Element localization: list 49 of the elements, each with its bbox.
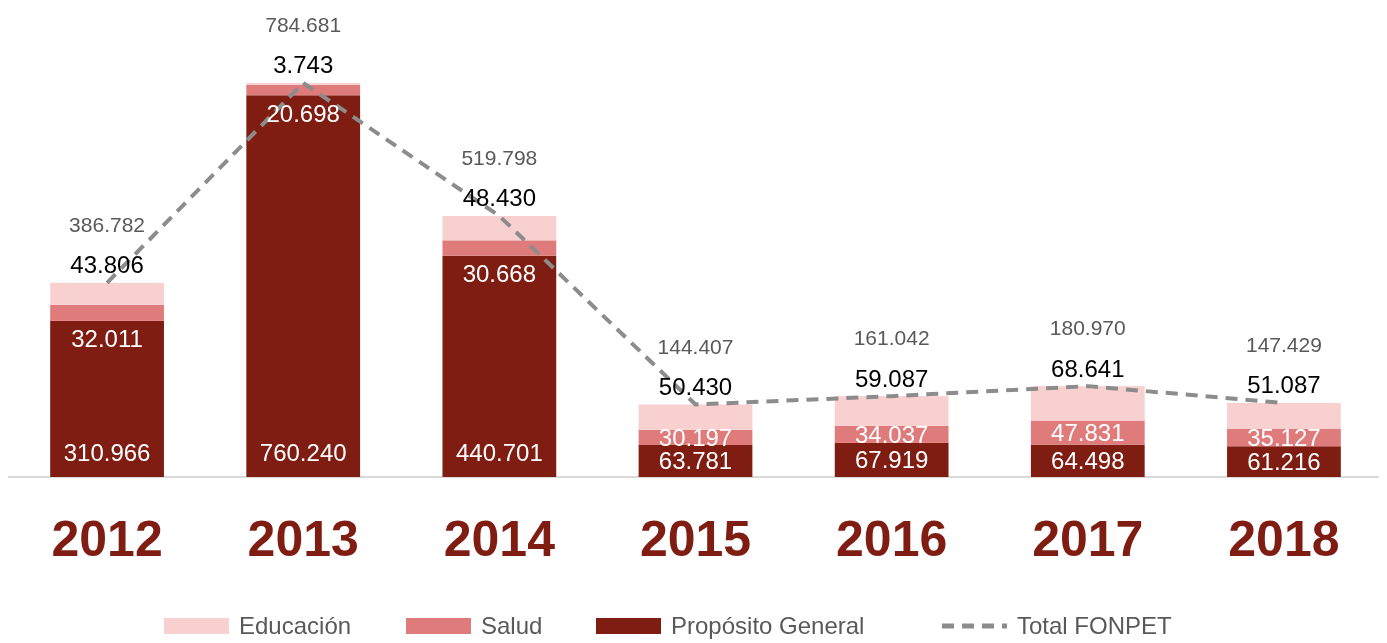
data-label: 519.798 <box>461 146 538 170</box>
data-label: 20.698 <box>266 99 340 127</box>
bar <box>1227 402 1341 429</box>
data-label: 43.806 <box>70 251 144 279</box>
data-label: 144.407 <box>657 334 734 358</box>
data-label: 147.429 <box>1245 333 1322 357</box>
data-label: 50.430 <box>658 372 733 400</box>
x-tick-label: 2018 <box>1228 510 1340 567</box>
data-label: 51.087 <box>1247 371 1321 399</box>
bar <box>442 216 557 241</box>
x-tick-label: 2013 <box>247 510 359 567</box>
data-label: 161.042 <box>853 326 930 350</box>
data-label: 310.966 <box>63 439 151 467</box>
data-label: 34.037 <box>854 420 929 448</box>
bar <box>638 404 753 430</box>
x-tick-label: 2017 <box>1032 510 1144 567</box>
data-label: 180.970 <box>1049 316 1126 340</box>
bar <box>50 282 164 305</box>
data-label: 32.011 <box>71 325 143 353</box>
bar <box>1030 386 1145 421</box>
data-label: 61.216 <box>1247 448 1321 476</box>
data-label: 47.831 <box>1051 419 1125 447</box>
x-tick-label: 2015 <box>639 510 752 567</box>
data-label: 784.681 <box>265 13 342 37</box>
legend-label: Educación <box>239 612 352 640</box>
data-label: 48.430 <box>462 184 537 212</box>
data-label: 59.087 <box>854 364 929 392</box>
data-label: 64.498 <box>1051 447 1125 475</box>
data-label: 68.641 <box>1051 354 1125 382</box>
bar <box>834 396 949 426</box>
legend-label: Propósito General <box>671 612 865 640</box>
bar <box>50 304 164 321</box>
data-label: 35.127 <box>1247 423 1321 451</box>
bar <box>442 240 557 256</box>
data-label: 440.701 <box>455 439 543 467</box>
bar <box>246 95 361 477</box>
data-label: 386.782 <box>69 213 146 237</box>
x-tick-label: 2016 <box>836 510 948 567</box>
x-tick-label: 2014 <box>443 510 556 567</box>
legend-label: Salud <box>481 612 543 640</box>
bar <box>246 84 361 96</box>
data-label: 760.240 <box>259 439 347 467</box>
bar <box>442 255 557 477</box>
legend-label: Total FONPET <box>1017 612 1173 640</box>
bar <box>50 320 164 477</box>
data-label: 30.668 <box>462 260 537 288</box>
data-label: 67.919 <box>854 446 929 474</box>
x-tick-label: 2012 <box>51 510 163 567</box>
data-label: 3.743 <box>273 51 334 79</box>
